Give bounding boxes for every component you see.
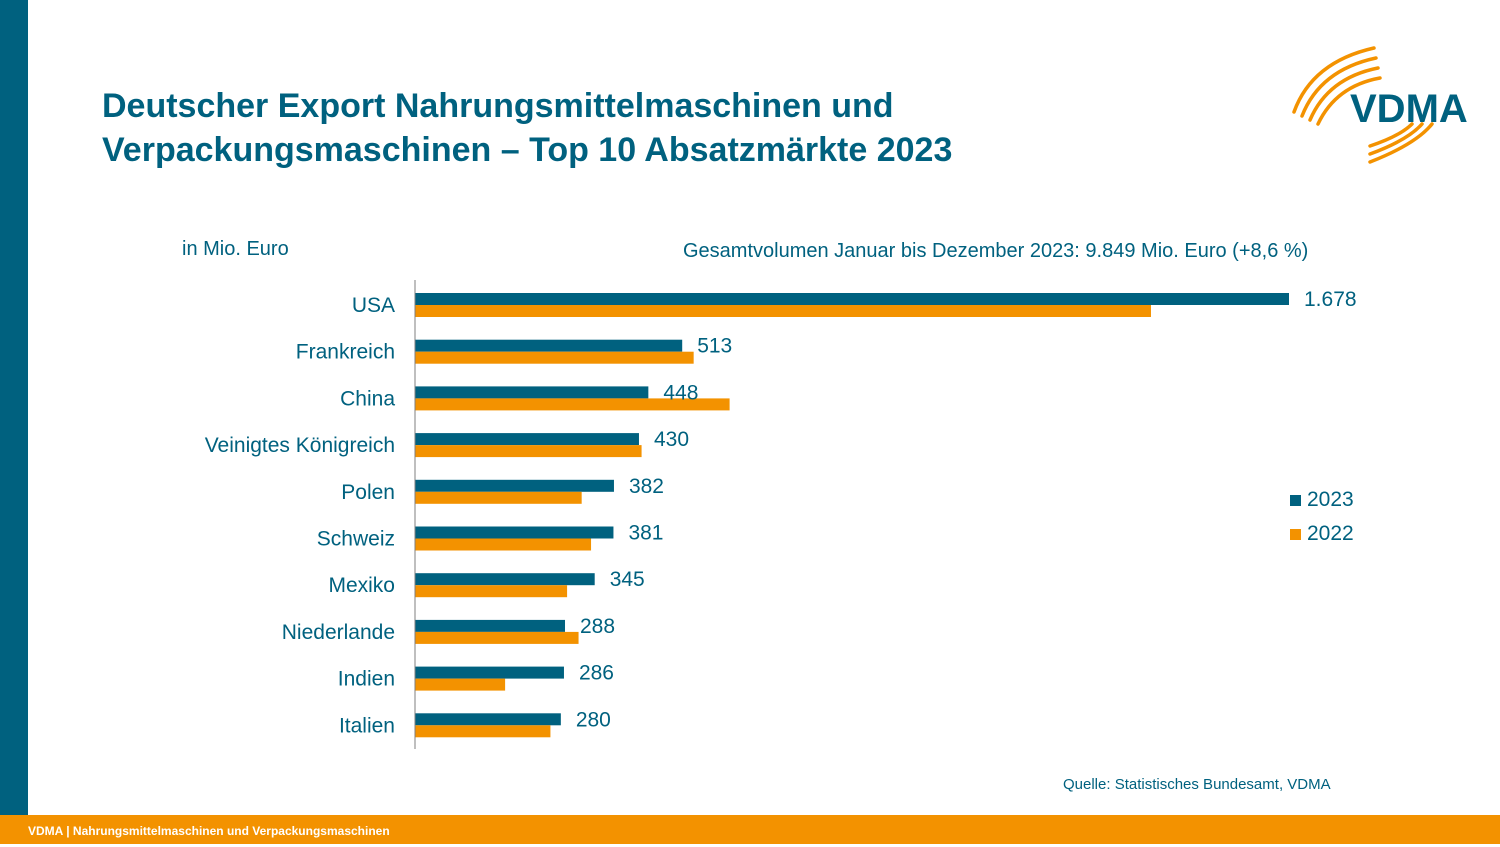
- value-label-schweiz: 381: [628, 522, 663, 545]
- category-label-mexiko: Mexiko: [328, 574, 395, 597]
- category-label-schweiz: Schweiz: [317, 528, 395, 551]
- value-label-usa: 1.678: [1304, 288, 1357, 311]
- legend-label-2022: 2022: [1307, 522, 1354, 545]
- bar-2023-mexiko: [415, 573, 595, 586]
- footer-bar: VDMA | Nahrungsmittelmaschinen und Verpa…: [0, 815, 1500, 844]
- bar-2022-indien: [415, 678, 506, 691]
- bar-2023-china: [415, 386, 649, 399]
- bar-2023-niederlande: [415, 619, 566, 632]
- value-label-china: 448: [663, 381, 698, 404]
- category-label-indien: Indien: [338, 668, 395, 691]
- bar-2022-frankreich: [415, 351, 694, 364]
- bar-2023-usa: [415, 293, 1289, 305]
- bar-2022-mexiko: [415, 585, 568, 598]
- bar-2023-frankreich: [415, 339, 683, 352]
- value-label-niederlande: 288: [580, 615, 615, 638]
- vdma-logo: VDMA: [1286, 44, 1478, 168]
- bar-2023-veinigtes-k-nigreich: [415, 433, 639, 446]
- bar-2023-indien: [415, 666, 564, 679]
- value-label-veinigtes-k-nigreich: 430: [654, 428, 689, 451]
- value-label-italien: 280: [576, 708, 611, 731]
- value-label-frankreich: 513: [697, 335, 732, 358]
- category-label-veinigtes-k-nigreich: Veinigtes Königreich: [205, 434, 395, 457]
- value-label-mexiko: 345: [610, 568, 645, 591]
- bar-2022-polen: [415, 491, 582, 504]
- category-label-italien: Italien: [339, 714, 395, 737]
- bar-2023-italien: [415, 713, 561, 726]
- legend-swatch-2023: [1290, 495, 1301, 506]
- legend-swatch-2022: [1290, 529, 1301, 540]
- total-volume-label: Gesamtvolumen Januar bis Dezember 2023: …: [683, 240, 1309, 262]
- bar-2022-usa: [415, 305, 1151, 317]
- bar-2022-veinigtes-k-nigreich: [415, 445, 642, 458]
- bar-2022-china: [415, 398, 730, 411]
- title-line-2: Verpackungsmaschinen – Top 10 Absatzmärk…: [102, 131, 953, 169]
- value-label-indien: 286: [579, 662, 614, 685]
- bar-2023-polen: [415, 479, 614, 492]
- category-label-polen: Polen: [341, 481, 395, 504]
- value-label-polen: 382: [629, 475, 664, 498]
- logo-text: VDMA: [1350, 87, 1468, 131]
- page-title: Deutscher Export Nahrungsmittelmaschinen…: [102, 84, 1202, 172]
- left-accent-bar: [0, 0, 28, 815]
- unit-label: in Mio. Euro: [182, 238, 289, 260]
- bar-2023-schweiz: [415, 526, 614, 539]
- bar-2022-schweiz: [415, 538, 592, 551]
- title-line-1: Deutscher Export Nahrungsmittelmaschinen…: [102, 87, 894, 125]
- bar-2022-italien: [415, 725, 551, 738]
- category-label-niederlande: Niederlande: [282, 621, 395, 644]
- source-label: Quelle: Statistisches Bundesamt, VDMA: [1063, 776, 1331, 793]
- category-label-china: China: [340, 387, 395, 410]
- legend-label-2023: 2023: [1307, 488, 1354, 511]
- category-label-frankreich: Frankreich: [296, 341, 395, 364]
- category-label-usa: USA: [352, 294, 395, 317]
- bar-2022-niederlande: [415, 631, 579, 644]
